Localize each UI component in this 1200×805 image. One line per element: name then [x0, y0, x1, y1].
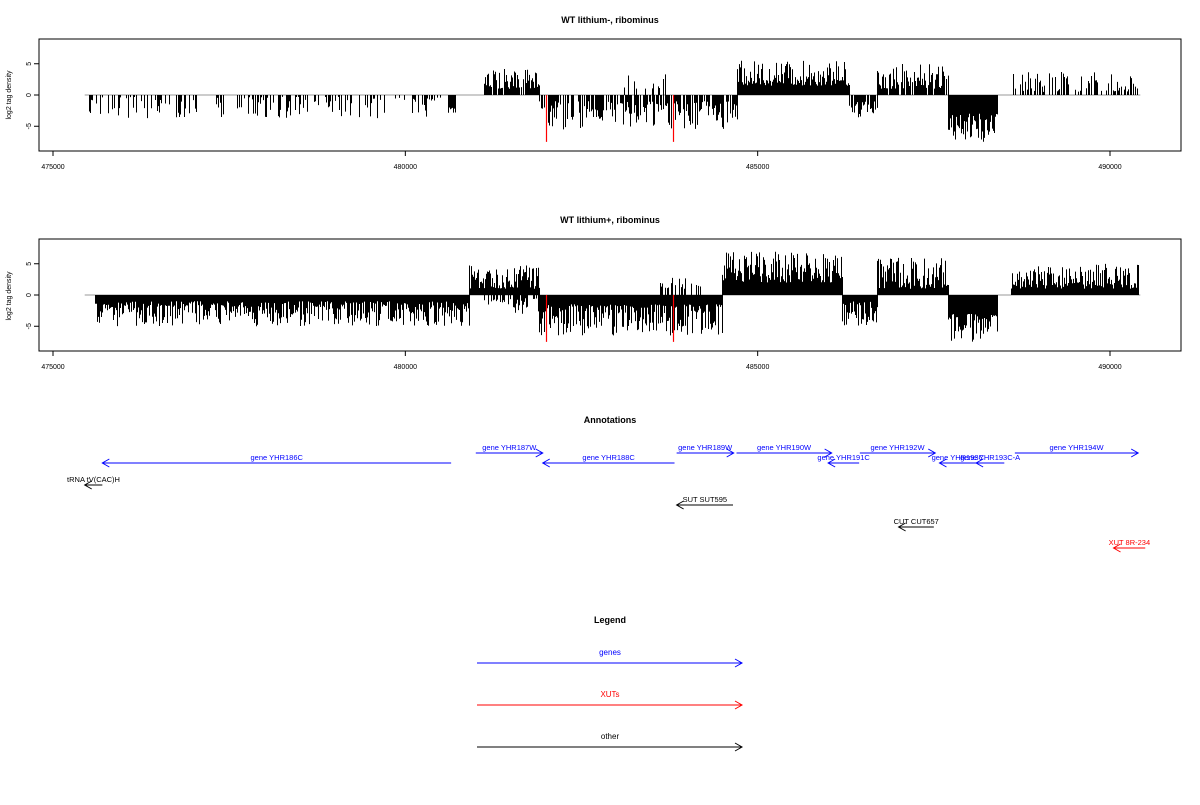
x-tick-label: 480000: [394, 164, 417, 171]
legend-label: other: [601, 732, 620, 741]
feature-label: gene YHR193C: [932, 453, 985, 462]
legend-arrow-head: [734, 700, 744, 710]
feature-arrows: tRNA tV(CAC)H gene YHR186C gene YHR187W gen…: [67, 443, 1151, 553]
feature-genes: gene YHR194W: [1014, 443, 1140, 458]
feature-arrow-head: [938, 458, 947, 468]
legend-items: genes XUTs other: [477, 648, 744, 752]
legend-item-genes: genes: [477, 648, 744, 668]
x-tick-label: 490000: [1098, 364, 1121, 371]
feature-genes: gene YHR189W: [676, 443, 735, 458]
feature-arrow-head: [975, 458, 984, 468]
feature-label: gene YHR192W: [871, 443, 926, 452]
y-tick-label: 5: [26, 62, 33, 66]
feature-arrow-head: [1130, 448, 1140, 458]
legend-label: genes: [599, 648, 621, 657]
y-tick-label: 0: [26, 93, 33, 97]
bar-marks: [84, 251, 1141, 342]
feature-arrow-head: [541, 458, 550, 468]
y-tick-label: -5: [26, 323, 33, 329]
feature-label: gene YHR186C: [251, 453, 304, 462]
legend-arrow-head: [734, 658, 744, 668]
feature-label: gene YHR189W: [678, 443, 733, 452]
feature-label: XUT 8R-234: [1109, 538, 1151, 547]
feature-xuts: XUT 8R-234: [1109, 538, 1151, 553]
feature-genes: gene YHR192W: [859, 443, 937, 458]
x-tick-label: 485000: [746, 364, 769, 371]
feature-genes: gene YHR193C-A: [960, 453, 1020, 468]
legend-item-other: other: [477, 732, 744, 752]
feature-arrow-head: [675, 500, 684, 510]
feature-arrow-head: [927, 448, 937, 458]
feature-arrow-head: [101, 458, 110, 468]
y-tick-label: 5: [26, 262, 33, 266]
x-tick-label: 490000: [1098, 164, 1121, 171]
feature-arrow-head: [535, 448, 544, 458]
feature-label: gene YHR191C: [817, 453, 870, 462]
feature-other: tRNA tV(CAC)H: [67, 475, 120, 490]
feature-label: gene YHR193C-A: [960, 453, 1020, 462]
legend-label: XUTs: [600, 690, 619, 699]
feature-label: CUT CUT657: [894, 517, 939, 526]
feature-arrow-head: [83, 480, 92, 490]
x-tick-label: 475000: [41, 164, 64, 171]
y-axis: -5 0 5: [26, 62, 39, 129]
feature-genes: gene YHR187W: [475, 443, 544, 458]
feature-label: gene YHR194W: [1049, 443, 1104, 452]
x-tick-label: 480000: [394, 364, 417, 371]
track-title: WT lithium-, ribominus: [561, 15, 659, 25]
x-tick-label: 475000: [41, 364, 64, 371]
y-tick-label: 0: [26, 293, 33, 297]
legend-title: Legend: [594, 615, 626, 625]
feature-genes: gene YHR190W: [736, 443, 833, 458]
feature-arrow-head: [824, 448, 833, 458]
y-axis: -5 0 5: [26, 262, 39, 329]
legend-item-xuts: XUTs: [477, 690, 744, 710]
feature-other: CUT CUT657: [894, 517, 939, 532]
feature-other: SUT SUT595: [675, 495, 734, 510]
y-axis-label: log2 tag density: [6, 70, 13, 120]
feature-arrow-head: [897, 522, 906, 532]
x-tick-label: 485000: [746, 164, 769, 171]
feature-arrow-head: [726, 448, 735, 458]
y-tick-label: -5: [26, 123, 33, 129]
feature-arrow-head: [827, 458, 836, 468]
x-axis: 475000 480000 485000 490000: [41, 151, 1122, 171]
legend-panel: Legend genes XUTs other: [477, 615, 744, 752]
feature-label: gene YHR190W: [757, 443, 812, 452]
track-title: WT lithium+, ribominus: [560, 215, 660, 225]
feature-genes: gene YHR186C: [101, 453, 452, 468]
legend-arrow-head: [734, 742, 744, 752]
bar-marks: [84, 60, 1141, 142]
track-panel-lithium-minus: WT lithium-, ribominus log2 tag density …: [6, 15, 1182, 171]
feature-genes: gene YHR193C: [932, 453, 985, 468]
feature-genes: gene YHR191C: [817, 453, 870, 468]
annotations-title: Annotations: [584, 415, 637, 425]
feature-genes: gene YHR188C: [541, 453, 675, 468]
annotations-panel: Annotations tRNA tV(CAC)H gene YHR186C gen…: [67, 415, 1151, 553]
feature-label: SUT SUT595: [683, 495, 727, 504]
feature-label: tRNA tV(CAC)H: [67, 475, 120, 484]
x-axis: 475000 480000 485000 490000: [41, 351, 1122, 371]
y-axis-label: log2 tag density: [6, 271, 13, 321]
track-panel-lithium-plus: WT lithium+, ribominus log2 tag density …: [6, 215, 1182, 371]
feature-label: gene YHR188C: [582, 453, 635, 462]
feature-arrow-head: [1112, 543, 1121, 553]
feature-label: gene YHR187W: [482, 443, 537, 452]
